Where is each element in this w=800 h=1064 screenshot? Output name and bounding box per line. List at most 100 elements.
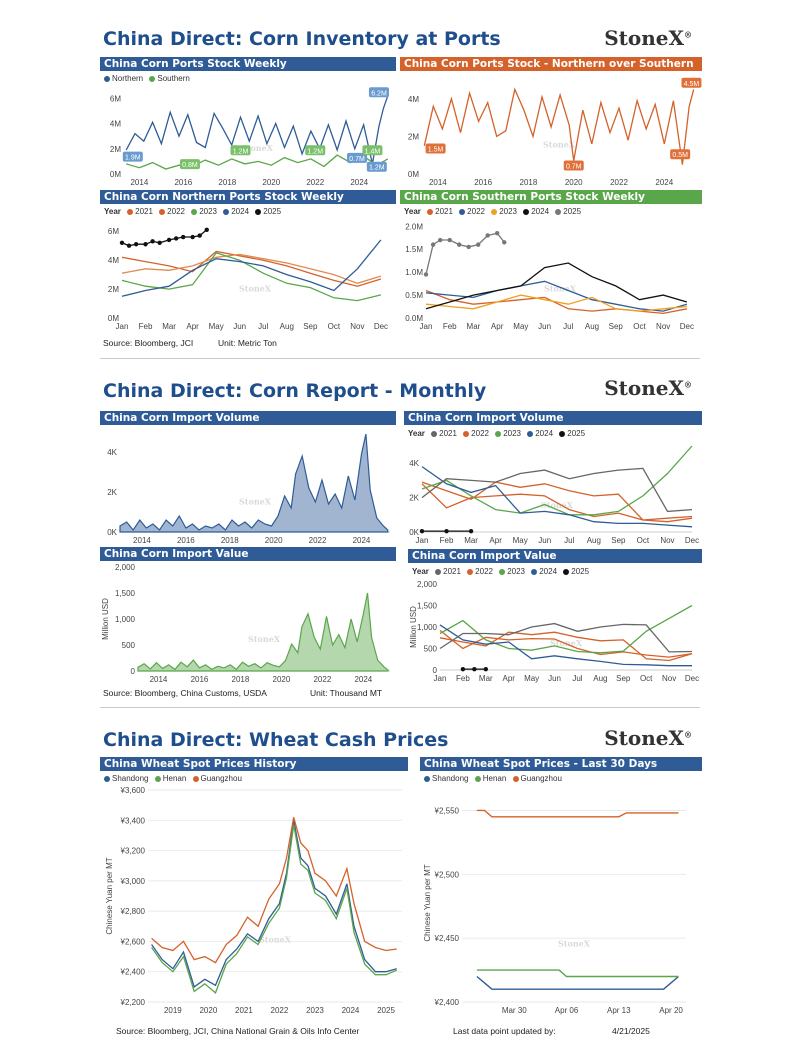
x-tick-label: May [524, 674, 539, 683]
x-tick-label: 2021 [235, 1006, 253, 1015]
x-tick-label: Oct [328, 322, 341, 331]
value-badge-text: 0.7M [349, 156, 365, 163]
series-line-2022 [439, 629, 693, 658]
series-line-2024 [439, 624, 692, 667]
x-tick-label: Mar [464, 536, 478, 545]
y-tick-label: 1,000 [115, 615, 136, 624]
watermark: StoneX [550, 638, 583, 648]
x-tick-label: 2022 [309, 536, 327, 545]
x-tick-label: 2018 [232, 675, 250, 684]
data-point [119, 240, 125, 245]
y-tick-label: 2M [110, 145, 121, 154]
x-tick-label: Feb [443, 322, 457, 331]
data-point [466, 244, 471, 250]
panel-title-import-volume-season: China Corn Import Volume [404, 411, 702, 425]
y-tick-label: ¥2,200 [120, 998, 146, 1007]
x-tick-label: Sep [303, 322, 318, 331]
value-badge: 1.5M [425, 143, 446, 154]
x-tick-label: May [513, 322, 528, 331]
legend-wheat-30days: Shandong Henan Guangzhou [424, 774, 566, 783]
y-tick-label: 0M [110, 170, 121, 179]
y-tick-label: 4M [110, 120, 121, 129]
x-tick-label: 2022 [313, 675, 331, 684]
x-tick-label: Apr [489, 536, 502, 545]
y-tick-label: 2.0M [405, 222, 423, 231]
value-badge: 1.2M [366, 161, 387, 172]
unit-note-1: Unit: Metric Ton [218, 338, 277, 348]
x-tick-label: Dec [685, 674, 699, 683]
y-tick-label: 500 [122, 641, 136, 650]
value-badge: 0.7M [347, 152, 368, 163]
series-line-shandong [476, 975, 679, 990]
value-badge-text: 1.4M [365, 148, 381, 155]
data-point [173, 236, 179, 241]
value-badge-bg [362, 145, 383, 156]
data-point [166, 237, 172, 243]
value-badge: 1.9M [122, 151, 143, 162]
x-tick-label: Oct [633, 322, 646, 331]
panel-title-north-over-south: China Corn Ports Stock - Northern over S… [400, 57, 702, 71]
series-line-henan [476, 969, 679, 978]
x-tick-label: 2016 [177, 536, 195, 545]
chart-import-value-seasonal: StoneX 0 500 1,000 1,500 2,000 Jan Feb Mar Apr May… [409, 580, 699, 683]
y-tick-label: 6M [110, 94, 121, 103]
y-tick-label: 2,000 [115, 563, 136, 572]
data-point [457, 242, 462, 247]
x-tick-label: Aug [280, 322, 294, 331]
chart-wheat-30days: StoneX ¥2,400 ¥2,450 ¥2,500 ¥2,550 Mar 30 Apr … [423, 806, 686, 1015]
y-axis-label: Chinese Yuan per MT [423, 864, 432, 941]
value-badge-text: 0.5M [672, 152, 688, 159]
source-note-3: Source: Bloomberg, JCI, China National G… [116, 1026, 360, 1036]
x-tick-label: 2024 [655, 178, 673, 187]
y-tick-label: ¥2,600 [120, 937, 146, 946]
series-line-2021 [425, 289, 688, 315]
x-tick-label: Jan [420, 322, 433, 331]
y-tick-label: ¥2,400 [434, 998, 460, 1007]
series-line-2021b [439, 622, 693, 653]
value-badge-bg [230, 145, 251, 156]
x-tick-label: Sep [611, 536, 626, 545]
unit-note-2: Unit: Thousand MT [310, 688, 383, 698]
panel-title-import-value-hist: China Corn Import Value [100, 547, 396, 561]
value-badge-text: 1.2M [307, 148, 323, 155]
x-tick-label: Jan [434, 674, 447, 683]
y-axis-label: Million USD [409, 606, 418, 648]
x-tick-label: Apr [491, 322, 504, 331]
y-tick-label: 4K [409, 459, 419, 468]
x-tick-label: 2018 [520, 178, 538, 187]
stonex-logo-3: StoneX® [604, 726, 692, 750]
value-badge-bg [369, 87, 390, 98]
data-point [468, 528, 474, 534]
y-tick-label: ¥2,450 [434, 934, 460, 943]
y-tick-label: 0.5M [405, 291, 423, 300]
x-tick-label: Nov [660, 536, 674, 545]
value-badge: 6.2M [369, 87, 390, 98]
y-tick-label: 4M [408, 95, 419, 104]
x-tick-label: 2022 [271, 1006, 289, 1015]
panel-title-import-value-season: China Corn Import Value [408, 549, 702, 563]
watermark: StoneX [248, 634, 281, 644]
watermark: StoneX [241, 143, 274, 153]
value-badge-text: 6.2M [371, 90, 387, 97]
x-tick-label: Jun [233, 322, 246, 331]
watermark: StoneX [259, 935, 292, 945]
x-tick-label: Mar [467, 322, 481, 331]
series-line-2022 [121, 253, 382, 284]
value-badge-text: 1.5M [428, 147, 444, 154]
y-tick-label: 6M [108, 227, 119, 236]
y-tick-label: 0K [409, 528, 419, 537]
x-tick-label: Aug [587, 536, 601, 545]
divider-1 [100, 358, 700, 359]
x-tick-label: 2019 [164, 1006, 182, 1015]
x-tick-label: Feb [456, 674, 470, 683]
x-tick-label: Mar [162, 322, 176, 331]
value-badge-bg [366, 161, 387, 172]
x-tick-label: Sep [616, 674, 631, 683]
x-tick-label: Apr 20 [659, 1006, 683, 1015]
y-tick-label: 0M [108, 314, 119, 323]
value-badge-text: 0.7M [566, 163, 582, 170]
y-tick-label: 0.0M [405, 314, 423, 323]
series-line-northern [125, 95, 389, 165]
x-tick-label: 2020 [265, 536, 283, 545]
